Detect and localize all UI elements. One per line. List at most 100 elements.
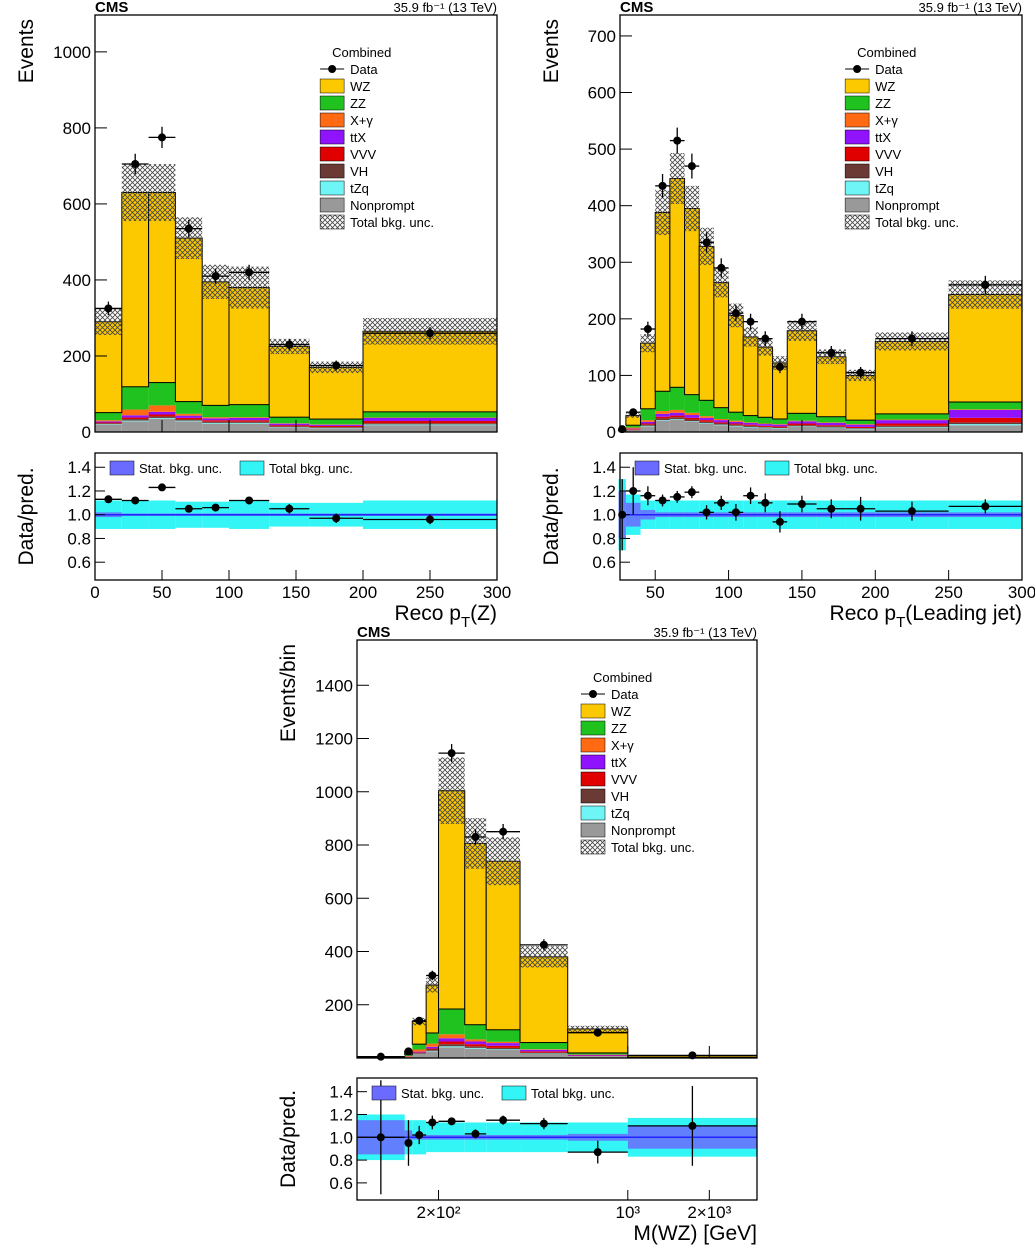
legend-swatch (580, 788, 606, 804)
data-point (775, 362, 784, 371)
stack-bar (713, 282, 730, 409)
ratio-point (426, 515, 434, 524)
y-tick-label: 600 (325, 889, 353, 908)
stack-bar (438, 1044, 465, 1047)
legend-swatch (580, 754, 606, 770)
ratio-point (981, 502, 990, 511)
uncertainty-band (438, 757, 465, 824)
stack-bar (655, 413, 670, 417)
stack-bar (95, 412, 122, 421)
stack-bar (121, 386, 149, 410)
x-tick-label: 150 (788, 583, 816, 602)
data-point (184, 224, 193, 233)
stack-bar (728, 421, 744, 424)
stack-bar (121, 409, 149, 416)
ratio-point (593, 1148, 602, 1157)
stack-bar (640, 425, 656, 427)
legend-swatch (319, 146, 345, 162)
legend-swatch (844, 112, 870, 128)
stack-bar (728, 412, 744, 421)
x-tick-label: 100 (714, 583, 742, 602)
x-tick-label: 300 (483, 583, 511, 602)
legend-swatch (319, 78, 345, 94)
ratio-legend-label: Stat. bkg. unc. (664, 461, 747, 476)
stack-bar (845, 428, 876, 429)
ratio-legend-swatch (501, 1085, 527, 1101)
stack-bar (816, 422, 846, 423)
stack-bar (757, 426, 773, 428)
stack-bar (309, 425, 363, 428)
stack-bar (174, 237, 203, 403)
data-point (131, 160, 140, 169)
data-point (907, 334, 916, 343)
legend-label: Nonprompt (611, 823, 676, 838)
legend-data-marker (853, 65, 862, 73)
ratio-point (332, 514, 341, 523)
stack-bar (520, 1053, 568, 1055)
ratio-y-axis-title: Data/pred. (277, 1090, 300, 1188)
ratio-point (184, 504, 193, 513)
stack-bar (699, 417, 714, 421)
stack-bar (412, 1054, 427, 1058)
data-point (415, 1016, 424, 1025)
ratio-legend-swatch (239, 460, 265, 476)
uncertainty-band (640, 334, 656, 353)
y-tick-label: 600 (588, 84, 616, 103)
cms-label: CMS (620, 0, 653, 16)
ratio-point (404, 1138, 413, 1147)
stack-bar (816, 426, 846, 428)
stack-bar (640, 342, 656, 410)
ratio-point (731, 508, 740, 517)
ratio-legend-label: Total bkg. unc. (531, 1086, 615, 1101)
ratio-y-tick-label: 1.0 (592, 506, 616, 525)
ratio-point (131, 496, 140, 505)
x-axis-title-part: Reco p (394, 602, 461, 625)
legend-label: VH (350, 164, 368, 179)
stack-bar (655, 420, 670, 432)
y-tick-label: 200 (588, 310, 616, 329)
stack-bar (426, 1043, 439, 1047)
stack-bar (625, 425, 641, 428)
stack-bar (669, 412, 685, 416)
stack-bar (464, 1044, 487, 1047)
x-tick-label: 200 (349, 583, 377, 602)
x-tick-label: 2×10³ (687, 1203, 731, 1222)
ratio-y-tick-label: 1.2 (592, 482, 616, 501)
stack-bar (520, 1042, 568, 1050)
data-point (981, 280, 990, 289)
stack-bar (148, 382, 176, 406)
data-point (761, 334, 770, 343)
stack-bar (121, 419, 149, 421)
legend-label: VVV (875, 147, 901, 162)
ratio-y-tick-label: 0.8 (592, 529, 616, 548)
stack-bar (684, 421, 700, 422)
stack-bar (655, 391, 670, 412)
stack-bar (95, 421, 122, 423)
y-tick-label: 200 (63, 347, 91, 366)
stack-bar (713, 418, 729, 421)
stack-bar (520, 1049, 568, 1050)
stack-bar (121, 415, 149, 418)
stack-bar (202, 405, 229, 418)
stack-bar (684, 419, 700, 422)
stack-bar (95, 424, 122, 432)
ratio-legend-swatch (764, 460, 790, 476)
legend-label: Data (611, 687, 639, 702)
stack-bar (728, 425, 744, 427)
stack-bar (699, 423, 714, 432)
stack-bar (816, 427, 846, 429)
legend-label: VVV (611, 772, 637, 787)
data-point (629, 408, 638, 417)
stack-bar (669, 418, 685, 420)
stack-bar (728, 314, 744, 413)
ratio-point (447, 1117, 456, 1126)
stack-bar (698, 245, 715, 401)
y-tick-label: 200 (325, 996, 353, 1015)
stack-bar (175, 420, 203, 422)
stack-bar (875, 426, 949, 428)
uncertainty-band (148, 164, 176, 222)
ratio-point (428, 1118, 437, 1127)
stack-bar (426, 1050, 439, 1052)
stack-bar (772, 428, 788, 429)
